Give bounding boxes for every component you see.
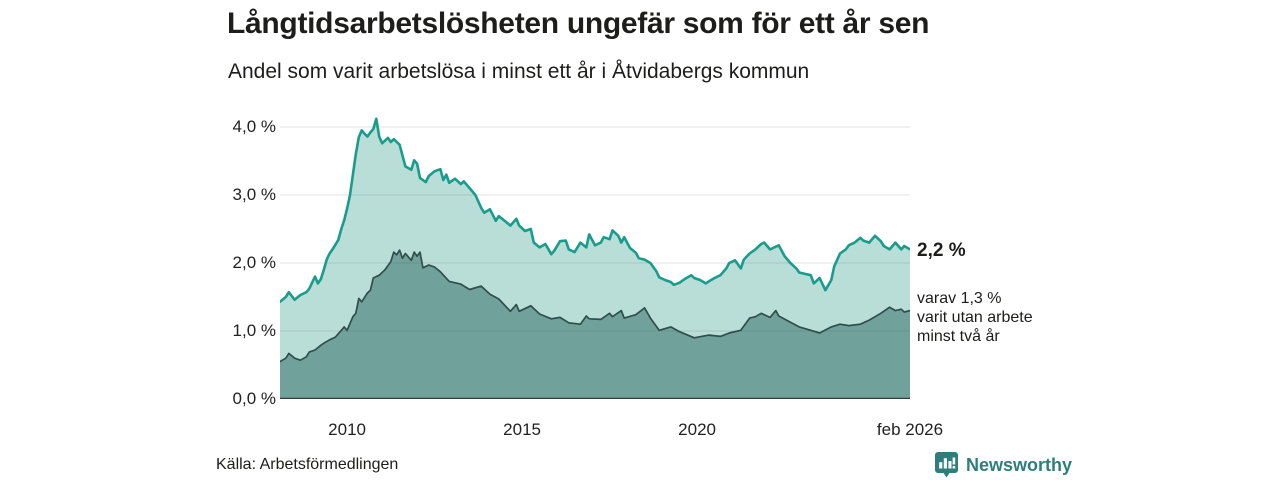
y-tick-label: 2,0 % [232, 253, 276, 272]
x-tick-label: feb 2026 [876, 420, 944, 439]
series-end-label-two-years: varav 1,3 % varit utan arbete minst två … [917, 289, 1033, 346]
x-tick-label: 2020 [678, 420, 716, 439]
page-title: Långtidsarbetslösheten ungefär som för e… [227, 7, 930, 40]
series-end-label-total: 2,2 % [917, 240, 966, 261]
y-tick-label: 4,0 % [232, 117, 276, 136]
area-chart [280, 117, 910, 400]
annotation-line: varit utan arbete [917, 309, 1033, 326]
series-area [280, 250, 910, 399]
series-line [280, 117, 910, 304]
annotation-line: minst två år [917, 328, 1000, 345]
annotation-line: varav 1,3 % [917, 290, 1002, 307]
y-tick-label: 0,0 % [232, 389, 276, 408]
source-caption: Källa: Arbetsförmedlingen [216, 456, 399, 473]
y-tick-label: 1,0 % [232, 321, 276, 340]
x-tick-label: 2010 [328, 420, 366, 439]
series-line [280, 249, 910, 363]
brand-name: Newsworthy [966, 454, 1073, 475]
newsworthy-icon [934, 451, 959, 479]
brand-logo: Newsworthy [934, 451, 1072, 479]
x-tick-label: 2015 [503, 420, 541, 439]
page-subtitle: Andel som varit arbetslösa i minst ett å… [228, 60, 810, 83]
y-tick-label: 3,0 % [232, 185, 276, 204]
